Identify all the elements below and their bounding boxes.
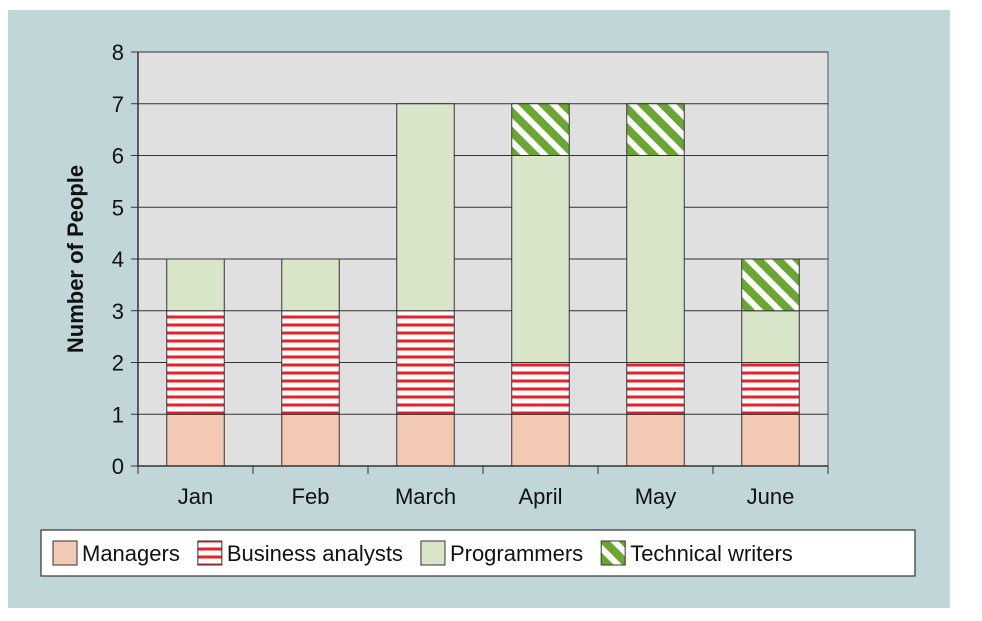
x-tick-labels: Jan Feb March April May June [178,484,795,509]
legend-swatch [52,540,78,566]
bar-segment-technical-writers [741,258,800,312]
bar-segment-technical-writers [511,103,570,156]
y-axis-label: Number of People [63,165,88,353]
bar-segment-business-analysts [166,310,225,415]
y-tick-label: 3 [112,299,124,324]
bars [166,103,800,467]
x-tick-label: Feb [292,484,330,509]
bar-segment-managers [281,413,340,467]
bar-segment-business-analysts [511,362,570,415]
bar-segment-business-analysts [741,362,800,415]
x-tick-label: March [395,484,456,509]
legend-swatch [420,540,446,566]
bar-segment-programmers [511,155,570,363]
y-tick-labels: 0 1 2 3 4 5 6 7 8 [112,40,138,479]
y-tick-label: 5 [112,195,124,220]
bar-segment-programmers [166,258,225,312]
x-tick-label: June [747,484,795,509]
bar-segment-managers [511,413,570,467]
bar-segment-technical-writers [626,103,685,156]
bar-segment-managers [396,413,455,467]
bar-segment-programmers [626,155,685,363]
bar-segment-managers [741,413,800,467]
y-tick-label: 4 [112,247,124,272]
legend-swatch [600,540,626,566]
y-tick-label: 1 [112,402,124,427]
legend-label: Business analysts [227,541,403,566]
y-tick-label: 0 [112,454,124,479]
legend-label: Programmers [450,541,583,566]
legend-label: Technical writers [630,541,793,566]
bar-segment-business-analysts [626,362,685,415]
bar-segment-business-analysts [281,310,340,415]
chart-panel: 0 1 2 3 4 5 6 7 8 Jan Feb March April May June Number… [8,10,950,608]
legend-label: Managers [82,541,180,566]
legend-box [40,529,916,577]
stacked-bar-chart: 0 1 2 3 4 5 6 7 8 Jan Feb March April May June Number… [8,10,950,608]
bar-segment-managers [626,413,685,467]
gridlines [138,51,828,415]
bar-segment-managers [166,413,225,467]
legend-swatch [197,540,223,566]
x-tick-label: May [635,484,677,509]
x-tick-label: April [518,484,562,509]
bar-segment-programmers [396,103,455,312]
legend: Managers Business analysts Programmers Tech… [40,529,916,577]
bar-segment-business-analysts [396,310,455,415]
y-tick-label: 6 [112,144,124,169]
y-tick-label: 8 [112,40,124,65]
y-tick-label: 2 [112,351,124,376]
bar-segment-programmers [281,258,340,312]
y-tick-label: 7 [112,92,124,117]
x-tick-label: Jan [178,484,213,509]
bar-segment-programmers [741,310,800,363]
